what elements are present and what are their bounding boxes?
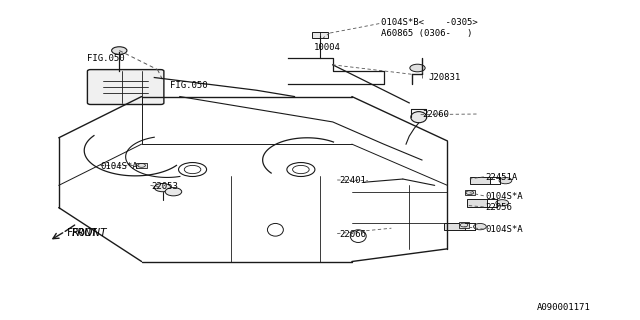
Text: A60865 (0306-   ): A60865 (0306- ) <box>381 28 472 38</box>
Bar <box>465 190 475 195</box>
Ellipse shape <box>411 112 427 123</box>
Text: FIG.050: FIG.050 <box>88 54 125 63</box>
Text: 0104S*B<    -0305>: 0104S*B< -0305> <box>381 18 477 27</box>
Text: 0104S*A: 0104S*A <box>100 162 138 171</box>
Circle shape <box>496 200 509 206</box>
Bar <box>136 163 147 168</box>
Circle shape <box>165 188 182 196</box>
Text: FRONT: FRONT <box>67 228 99 238</box>
Text: 22066: 22066 <box>339 230 366 239</box>
Text: 22056: 22056 <box>486 203 513 212</box>
Text: FIG.050: FIG.050 <box>170 81 208 90</box>
Text: A090001171: A090001171 <box>537 303 591 312</box>
Bar <box>470 177 490 184</box>
Circle shape <box>499 178 512 184</box>
Bar <box>312 32 328 38</box>
Text: 0104S*A: 0104S*A <box>486 225 524 234</box>
Text: 0104S*A: 0104S*A <box>486 192 524 201</box>
Text: J20831: J20831 <box>428 73 461 82</box>
Bar <box>459 222 469 228</box>
Circle shape <box>154 183 171 192</box>
Text: 22451A: 22451A <box>486 173 518 182</box>
FancyBboxPatch shape <box>88 69 164 105</box>
Text: 10004: 10004 <box>314 43 340 52</box>
Text: 22401: 22401 <box>339 176 366 185</box>
Text: 22053: 22053 <box>151 182 178 191</box>
Text: FRONT: FRONT <box>72 228 107 238</box>
Text: 22060: 22060 <box>422 109 449 118</box>
Bar <box>467 199 487 207</box>
Bar <box>444 223 465 230</box>
Circle shape <box>410 64 425 72</box>
Circle shape <box>474 223 486 230</box>
Circle shape <box>111 47 127 54</box>
